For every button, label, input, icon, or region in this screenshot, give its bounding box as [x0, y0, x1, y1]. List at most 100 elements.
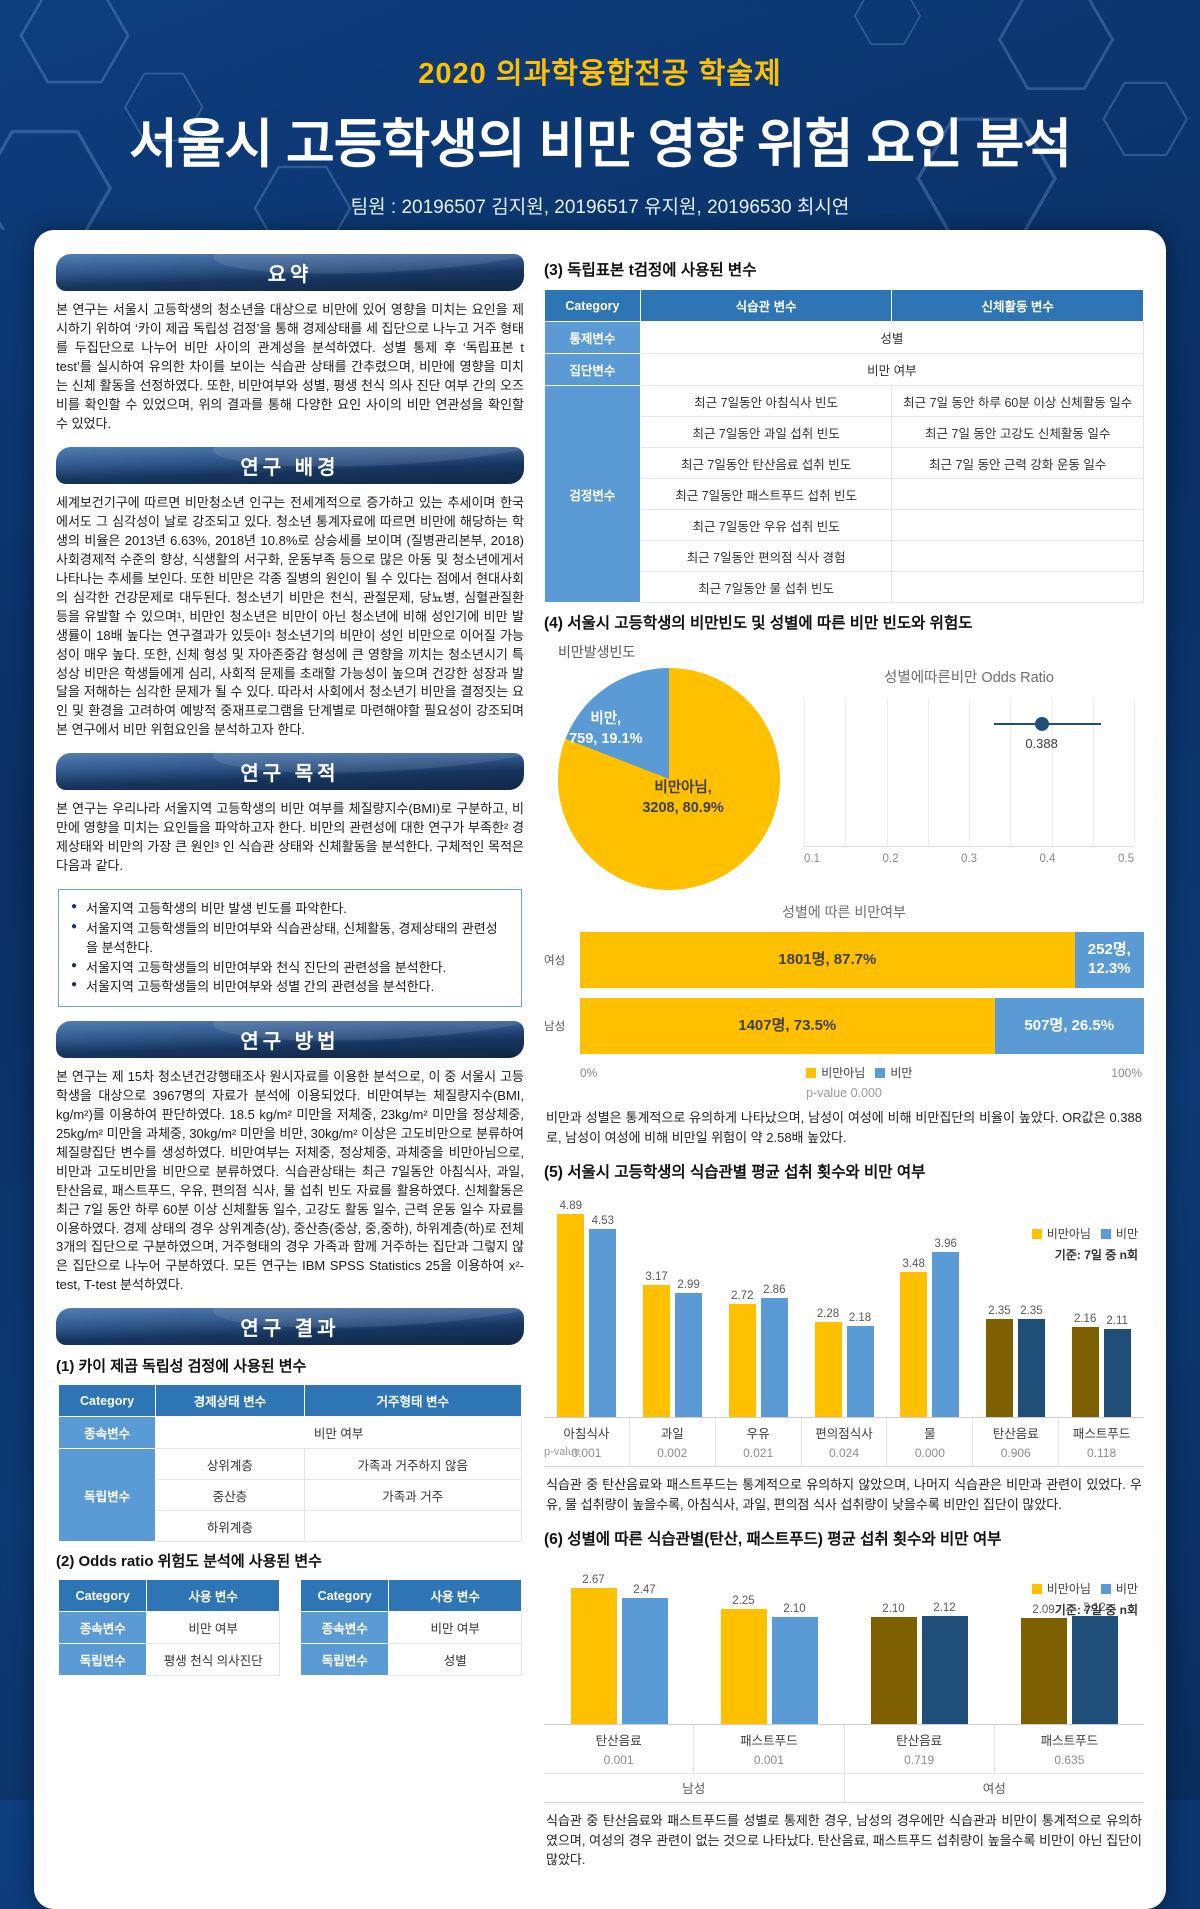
- column-header: 사용 변수: [388, 1579, 522, 1613]
- bar: [1071, 1327, 1099, 1417]
- bar-group: 3.17 2.99: [630, 1191, 716, 1417]
- bar-value-label: 2.18: [848, 1312, 872, 1325]
- content-card: 요약 본 연구는 서울시 고등학생의 청소년을 대상으로 비만에 있어 영향을 …: [34, 230, 1166, 1909]
- background-banner: 연구 배경: [56, 446, 524, 484]
- bar-column: 2.86: [760, 1284, 788, 1417]
- bar-group: 2.16 2.11: [1058, 1191, 1144, 1417]
- x-tick: 0.1: [804, 853, 820, 865]
- bar-value-label: 2.12: [1083, 1602, 1106, 1615]
- bar-column: 2.35: [1017, 1305, 1045, 1417]
- x-tick: 0.4: [1039, 853, 1056, 865]
- legend-label: 비만: [1115, 1582, 1138, 1596]
- column-header: Category: [544, 289, 641, 322]
- category-label: 패스트푸드: [693, 1725, 843, 1752]
- row-label: 통제변수: [544, 321, 641, 354]
- chi-square-variables-table: Category 경제상태 변수 거주형태 변수 종속변수 비만 여부 독립변수 상위…: [57, 1384, 523, 1543]
- section4-heading: (4) 서울시 고등학생의 비만빈도 및 성별에 따른 비만 빈도와 위험도: [544, 615, 973, 632]
- table-row: 집단변수 비만 여부: [544, 353, 1145, 386]
- bar-group: 4.89 4.53: [544, 1191, 630, 1417]
- bar-column: 3.48: [900, 1258, 928, 1417]
- p-value: 0.000: [886, 1445, 972, 1466]
- gridline: [1092, 699, 1094, 846]
- odds-table-heading: (2) Odds ratio 위험도 분석에 사용된 변수: [56, 1553, 322, 1571]
- chart6-labels: 탄산음료 패스트푸드 탄산음료 패스트푸드 0.001 0.001 0.719 0.635 …: [544, 1724, 1144, 1803]
- bar-value-label: 4.53: [591, 1214, 615, 1227]
- method-banner: 연구 방법: [56, 1020, 524, 1058]
- legend-note: 기준: 7일 중 n회: [1054, 1603, 1138, 1617]
- row-label: 종속변수: [299, 1611, 390, 1645]
- bar: [900, 1272, 928, 1417]
- category-label: 탄산음료: [972, 1418, 1058, 1445]
- bar: [557, 1213, 585, 1417]
- column-header: 사용 변수: [146, 1579, 280, 1613]
- pie-chart-block: 비만발생빈도 비만, 759, 19.1% 비만아님, 3208, 80.9%: [544, 642, 794, 890]
- gridline: [886, 699, 888, 846]
- cell: 가족과 거주: [303, 1479, 523, 1512]
- stacked-p-value: p-value 0.000: [806, 1086, 882, 1100]
- column-header: 거주형태 변수: [303, 1384, 523, 1418]
- p-value: 0.906: [972, 1445, 1058, 1466]
- bar-value-label: 2.47: [633, 1584, 656, 1597]
- odds-table-sex-body: 종속변수 비만 여부 독립변수 성별: [299, 1611, 522, 1677]
- bar-value-label: 2.10: [882, 1603, 905, 1616]
- obesity-pie: 비만, 759, 19.1% 비만아님, 3208, 80.9%: [558, 668, 780, 890]
- bar-group: 2.28 2.18: [801, 1191, 887, 1417]
- stacked-bar: 1407명, 73.5% 507명, 26.5%: [580, 998, 1144, 1054]
- goal-item: 서울지역 고등학생들의 비만여부와 성별 간의 관련성을 분석한다.: [71, 977, 509, 997]
- bar-column: 2.11: [1103, 1315, 1131, 1417]
- bar: [921, 1616, 968, 1724]
- bar: [985, 1319, 1013, 1417]
- row-label: 검정변수: [544, 385, 641, 603]
- chart5-labels: 아침식사 과일 우유 편의점식사 물 탄산음료 패스트푸드 0.001 0.002 0.021 0…: [544, 1417, 1144, 1467]
- p-value: 0.001: [693, 1752, 843, 1773]
- odds-ratio-tables: Category 사용 변수 종속변수 비만 여부 독립변수 평생 천식 의사진단 C…: [57, 1579, 522, 1684]
- bar-column: 3.17: [643, 1271, 671, 1417]
- table-row: 종속변수 비만 여부: [299, 1611, 522, 1645]
- or-ticks: 0.1 0.2 0.3 0.4 0.5: [804, 853, 1134, 865]
- gridline: [927, 699, 929, 846]
- purpose-goal-list: 서울지역 고등학생의 비만 발생 빈도를 파악한다. 서울지역 고등학생들의 비…: [71, 899, 509, 997]
- table-row: 하위계층: [59, 1510, 523, 1543]
- results-banner: 연구 결과: [56, 1308, 524, 1346]
- legend-swatch: [806, 1067, 817, 1078]
- chart5-pvalues: 0.001 0.002 0.021 0.024 0.000 0.906 0.118 p-val…: [544, 1445, 1144, 1466]
- x-tick: 0.3: [961, 853, 977, 865]
- slice-name: 비만아님,: [654, 780, 712, 796]
- method-body: 본 연구는 제 15차 청소년건강행태조사 원시자료를 이용한 분석으로, 이 …: [56, 1068, 524, 1293]
- legend-items: 비만아님 비만: [1022, 1580, 1138, 1597]
- bar-column: 4.53: [589, 1214, 617, 1417]
- chart5-legend: 비만아님 비만 기준: 7일 중 n회: [1022, 1225, 1138, 1263]
- category-label: 편의점식사: [800, 1418, 887, 1445]
- legend-label: 비만아님: [1046, 1227, 1091, 1241]
- gridline: [969, 699, 970, 846]
- section-summary: 요약 본 연구는 서울시 고등학생의 청소년을 대상으로 비만에 있어 영향을 …: [56, 254, 524, 434]
- bar-value-label: 2.28: [816, 1308, 840, 1321]
- bar-group: 2.72 2.86: [715, 1191, 801, 1417]
- ttest-table-heading: (3) 독립표본 t검정에 사용된 변수: [544, 262, 757, 279]
- bar: [1017, 1319, 1045, 1417]
- stacked-rows: 여성 1801명, 87.7% 252명, 12.3% 남성 1407명, 73.5% 5…: [544, 932, 1144, 1054]
- table-row: 종속변수 비만 여부: [57, 1416, 522, 1450]
- bar: [760, 1298, 788, 1417]
- column-header: 식습관 변수: [639, 289, 893, 322]
- bar-column: 2.25: [720, 1595, 767, 1724]
- purpose-goal-box: 서울지역 고등학생의 비만 발생 빈도를 파악한다. 서울지역 고등학생들의 비…: [58, 889, 522, 1007]
- stacked-bar-row: 남성 1407명, 73.5% 507명, 26.5%: [544, 998, 1144, 1054]
- bar-value-label: 3.96: [934, 1238, 957, 1251]
- purpose-banner: 연구 목적: [56, 753, 524, 791]
- row-label: 독립변수: [57, 1448, 157, 1543]
- odds-table-asthma: Category 사용 변수 종속변수 비만 여부 독립변수 평생 천식 의사진단: [57, 1579, 280, 1677]
- slice-name: 비만,: [590, 711, 622, 728]
- bar-column: 2.09: [1020, 1604, 1067, 1724]
- slice-value: 759, 19.1%: [569, 730, 643, 747]
- bar: [814, 1322, 842, 1417]
- bar: [1020, 1617, 1067, 1724]
- cell: [891, 509, 1144, 541]
- legend-swatch: [875, 1067, 886, 1078]
- purpose-body: 본 연구는 우리나라 서울지역 고등학생의 비만 여부를 체질량지수(BMI)로…: [56, 801, 524, 874]
- bar-value-label: 2.99: [677, 1278, 700, 1291]
- odds-ratio-chart-block: 성별에따른비만 Odds Ratio 0.388 0.1 0.2 0.3 0.4 0.5: [794, 642, 1144, 890]
- bar-value-label: 2.11: [1106, 1315, 1128, 1328]
- column-header: 신체활동 변수: [891, 289, 1144, 322]
- row-label: 집단변수: [544, 353, 641, 386]
